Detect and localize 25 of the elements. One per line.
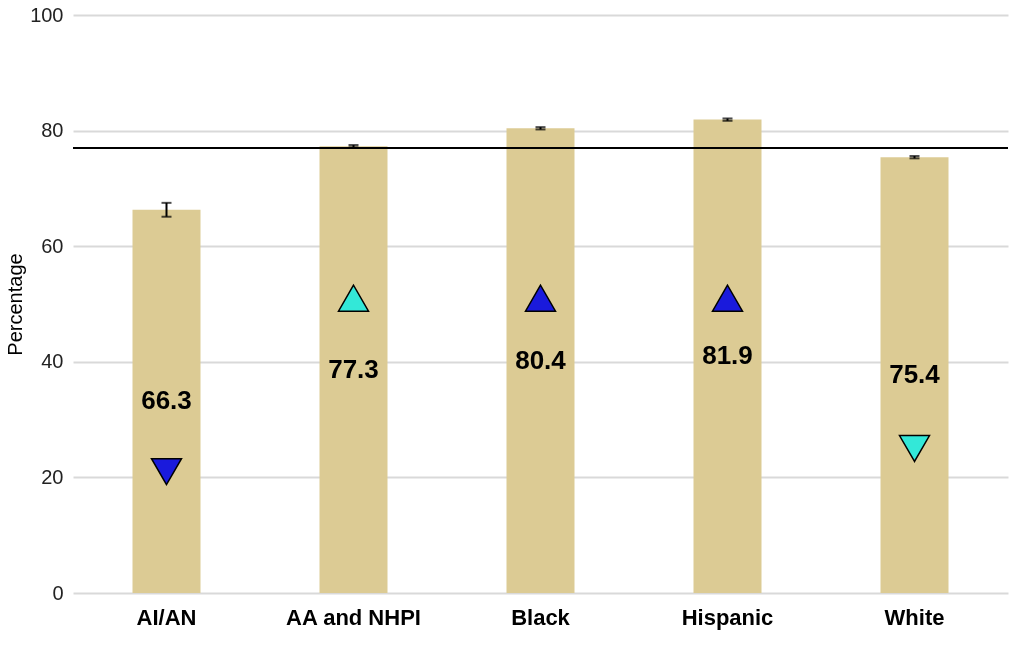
data-label: 66.3: [141, 385, 192, 416]
x-tick-label: AI/AN: [136, 604, 197, 630]
bar: [693, 119, 762, 593]
data-label: 77.3: [328, 353, 379, 384]
data-label: 75.4: [889, 359, 941, 390]
bar: [880, 157, 949, 593]
data-label: 81.9: [702, 340, 753, 371]
x-tick-label: Black: [511, 604, 571, 630]
bar: [319, 146, 388, 593]
point: [711, 284, 744, 312]
x-tick-label: White: [884, 604, 945, 630]
data-label: 80.4: [515, 344, 567, 375]
y-tick-label: 0: [52, 581, 64, 604]
y-axis-title: Percentage: [4, 253, 27, 356]
y-tick-label: 40: [41, 350, 64, 373]
y-tick-label: 80: [41, 119, 64, 142]
point: [524, 284, 557, 312]
point: [898, 434, 931, 463]
x-tick-label: AA and NHPI: [286, 604, 421, 630]
bar: [132, 209, 201, 593]
y-tick-label: 100: [30, 3, 64, 26]
y-tick-label: 60: [41, 234, 64, 257]
y-tick-label: 20: [41, 465, 64, 488]
x-tick-label: Hispanic: [681, 604, 774, 630]
bar: [506, 128, 575, 593]
